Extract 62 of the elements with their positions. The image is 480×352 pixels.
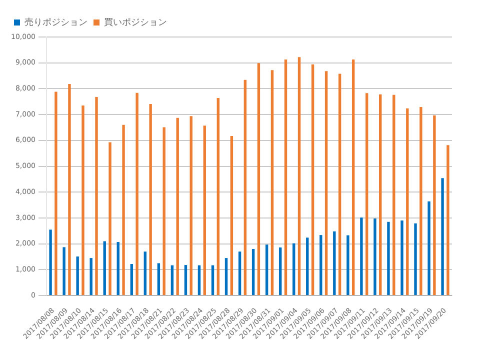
bar [68, 84, 71, 296]
bar [224, 258, 228, 296]
bar [103, 241, 106, 296]
bar [360, 217, 363, 296]
bar [400, 220, 404, 296]
bar [338, 74, 342, 296]
bar [257, 63, 260, 296]
bar [198, 265, 201, 296]
bar [298, 57, 301, 296]
bar [441, 178, 444, 296]
bar [136, 92, 138, 296]
bar [130, 264, 133, 296]
bar [62, 247, 66, 296]
bar [428, 201, 430, 296]
bar [346, 235, 350, 296]
bar [176, 118, 179, 296]
bar [365, 93, 368, 296]
bar [320, 235, 322, 296]
bar [324, 71, 328, 296]
bar [311, 64, 314, 296]
bar [190, 116, 192, 296]
legend-label: 売りポジション [24, 16, 88, 28]
bar [446, 145, 450, 296]
bar [392, 94, 396, 296]
bar [284, 59, 288, 296]
bar [108, 142, 112, 296]
bar [278, 247, 282, 296]
bar [379, 94, 382, 296]
bar [265, 244, 268, 296]
bar [144, 252, 147, 296]
bar [95, 96, 98, 296]
bar [270, 70, 274, 296]
bar [306, 238, 309, 296]
bar [90, 258, 92, 296]
bar [76, 256, 79, 296]
bar [352, 59, 355, 296]
bar [406, 108, 409, 296]
bar [230, 136, 234, 296]
legend-label: 買いポジション [104, 18, 167, 28]
bar [414, 223, 417, 296]
bar [374, 218, 376, 296]
bar [116, 242, 120, 296]
bar [149, 104, 152, 296]
bar [333, 231, 336, 296]
bar [238, 252, 242, 296]
bar [433, 115, 436, 296]
bar [157, 263, 160, 296]
bar [203, 126, 206, 296]
bar [387, 222, 390, 296]
bar [49, 230, 52, 296]
bar [420, 107, 422, 296]
bar [292, 243, 296, 296]
bar [184, 265, 188, 296]
bar [162, 127, 166, 296]
bar [244, 80, 247, 296]
bar [122, 124, 125, 296]
bar [211, 265, 214, 296]
bar [216, 98, 220, 296]
bar [82, 106, 84, 296]
bar [252, 248, 255, 296]
bar [170, 265, 174, 296]
bar [54, 92, 58, 296]
